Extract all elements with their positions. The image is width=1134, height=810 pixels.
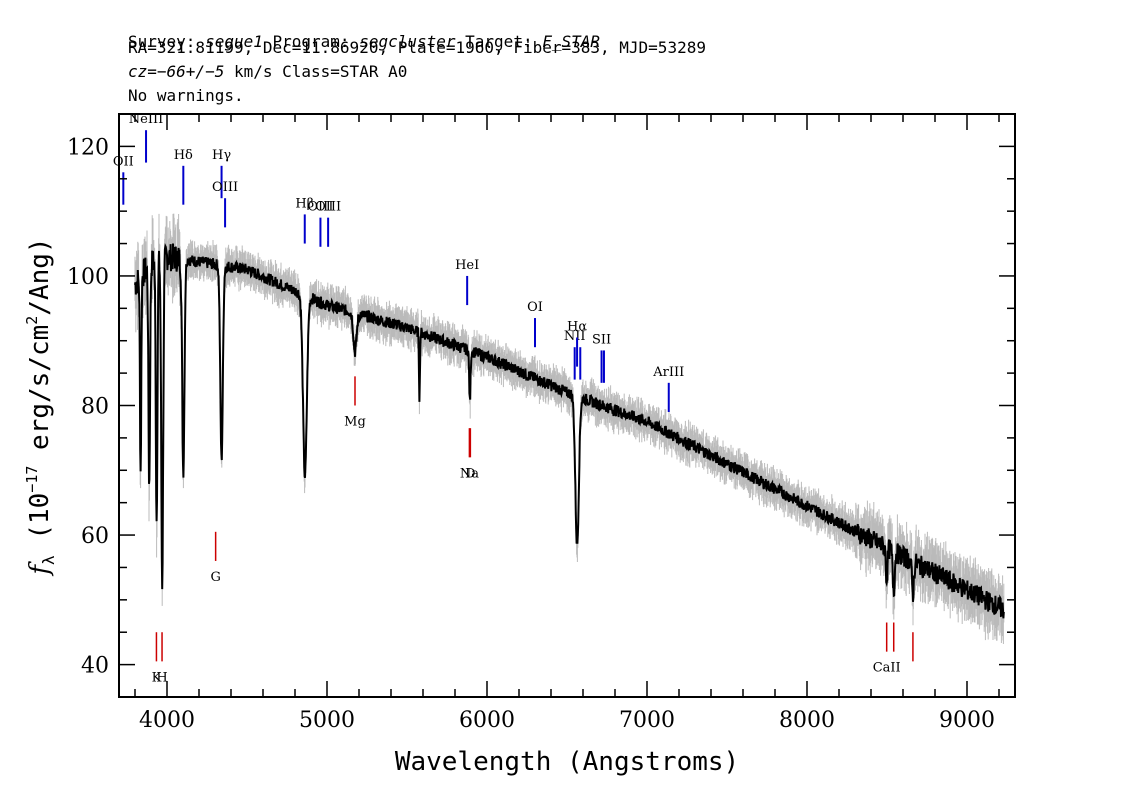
emission-label: Hα: [567, 319, 587, 334]
x-tick-label: 6000: [459, 708, 515, 733]
emission-label: ArIII: [652, 365, 684, 380]
y-tick-label: 120: [67, 135, 109, 160]
y-axis-sq: 2: [23, 316, 41, 325]
x-tick-label: 8000: [779, 708, 835, 733]
cz-value: cz=−66+/−5: [128, 62, 225, 81]
x-axis-title: Wavelength (Angstroms): [395, 747, 739, 777]
survey-value: segue1: [205, 32, 263, 51]
y-tick-label: 100: [67, 265, 109, 290]
emission-label: OIII: [212, 180, 238, 195]
header-line-2: RA=321.81199, Dec=11.86920, Plate=1960, …: [128, 38, 706, 57]
class-text: km/s Class=STAR A0: [224, 62, 408, 81]
emission-label: HeI: [455, 258, 479, 273]
y-tick-label: 80: [81, 395, 109, 420]
absorption-label: CaII: [873, 661, 901, 676]
plot-frame: [118, 113, 1016, 698]
y-axis-close: /Ang): [25, 237, 55, 315]
y-axis-exp: −17: [23, 466, 41, 493]
absorption-line-markers: KH G Mg NaD CaII: [152, 376, 914, 685]
y-axis-mid: erg/s/cm: [25, 325, 55, 466]
emission-label: Hδ: [174, 148, 193, 163]
emission-label: NeIII: [129, 112, 163, 127]
axis-ticks: 4000 5000 6000 7000 8000 9000 40 60 80 100 120: [67, 113, 1015, 733]
absorption-label: H: [156, 670, 167, 685]
emission-label: OI: [527, 300, 543, 315]
flux-series: [134, 243, 1005, 619]
x-tick-label: 5000: [299, 708, 355, 733]
header-line-3: cz=−66+/−5 km/s Class=STAR A0: [128, 62, 407, 82]
target-label: Target:: [455, 32, 543, 51]
y-axis-open: (10: [25, 493, 55, 556]
absorption-label: Mg: [344, 415, 366, 430]
absorption-label: Na: [460, 466, 479, 481]
absorption-label: K: [152, 670, 162, 685]
survey-label: Survey:: [128, 32, 206, 51]
program-label: Program:: [262, 32, 360, 51]
x-tick-label: 9000: [939, 708, 995, 733]
y-axis-title: fλ (10−17 erg/s/cm2/Ang): [23, 237, 58, 576]
header-line-4: No warnings.: [128, 86, 244, 105]
emission-label: OIII: [307, 200, 333, 215]
x-tick-label: 7000: [619, 708, 675, 733]
target-value: F_STAR: [542, 32, 601, 51]
y-tick-label: 40: [81, 654, 109, 679]
x-tick-label: 4000: [139, 708, 195, 733]
y-tick-label: 60: [81, 524, 109, 549]
emission-label: OIII: [315, 200, 341, 215]
program-value: segcluster: [359, 32, 456, 51]
emission-label: NII: [564, 329, 586, 344]
emission-label: OII: [113, 154, 134, 169]
y-axis-lambda: λ: [39, 555, 58, 565]
emission-label: SII: [592, 332, 611, 347]
emission-label: Hγ: [212, 148, 231, 163]
header-line-1: Survey: segue1 Program: segcluster Targe…: [128, 12, 600, 52]
emission-label: Hβ: [295, 196, 314, 211]
absorption-label: D: [465, 466, 475, 481]
absorption-label: G: [210, 570, 220, 585]
flux-line: [134, 243, 1005, 619]
